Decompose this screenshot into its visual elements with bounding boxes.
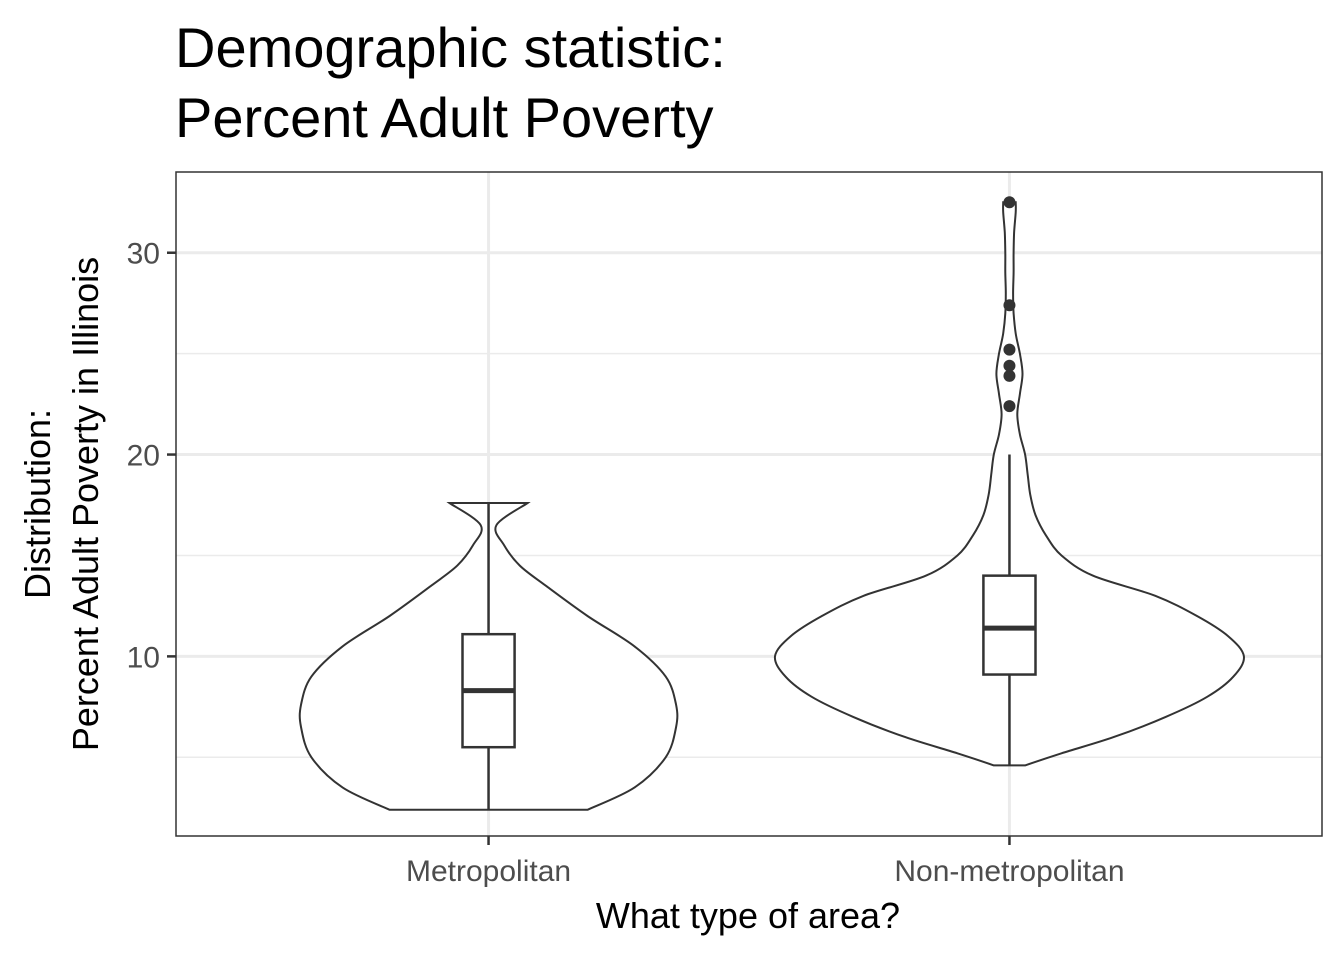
axis-layer: 10 20 30 Metropolitan Non-metropolitan [127,238,1125,888]
outlier-point [1003,196,1016,209]
y-tick-label: 20 [127,440,160,473]
x-tick-label: Non-metropolitan [894,855,1124,888]
outlier-point [1003,400,1016,413]
outlier-point [1003,369,1016,382]
chart-title-line-2: Percent Adult Poverty [175,86,714,149]
y-axis-title-line-2: Percent Adult Poverty in Illinois [65,257,106,751]
y-axis-title-line-1: Distribution: [17,409,58,599]
outlier-point [1003,299,1016,312]
y-tick-label: 10 [127,641,160,674]
outlier-point [1003,359,1016,372]
chart-title-line-1: Demographic statistic: [175,16,726,79]
violin-layer [298,196,1245,811]
box [982,574,1037,676]
plot-panel-border [175,171,1323,837]
y-tick-label: 30 [127,238,160,271]
outlier-point [1003,343,1016,356]
x-tick-label: Metropolitan [406,855,571,888]
x-axis-title: What type of area? [596,895,900,936]
